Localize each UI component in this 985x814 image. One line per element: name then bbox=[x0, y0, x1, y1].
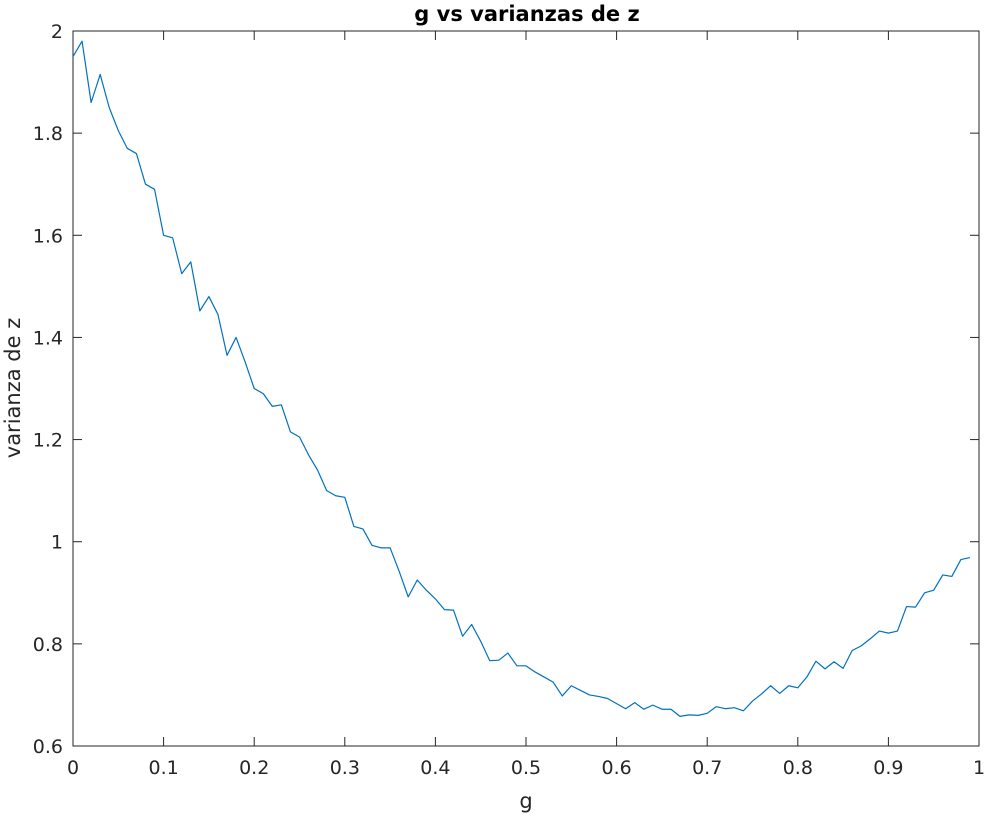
y-tick-label: 1.4 bbox=[33, 327, 63, 349]
x-tick-label: 0.7 bbox=[692, 757, 722, 779]
x-tick-label: 0.8 bbox=[783, 757, 813, 779]
series-layer bbox=[72, 40, 971, 717]
y-tick-label: 1.8 bbox=[33, 123, 63, 145]
x-tick-label: 0.3 bbox=[330, 757, 360, 779]
x-tick-label: 0 bbox=[67, 757, 79, 779]
x-tick-label: 0.9 bbox=[873, 757, 903, 779]
plot-area bbox=[72, 30, 980, 747]
y-tick-label: 1 bbox=[51, 532, 63, 554]
y-tick-label: 1.6 bbox=[33, 225, 63, 247]
x-tick-label: 1 bbox=[973, 757, 985, 779]
y-tick-label: 2 bbox=[51, 21, 63, 43]
x-tick-label: 0.5 bbox=[511, 757, 541, 779]
x-tick-label: 0.6 bbox=[601, 757, 631, 779]
y-tick-label: 1.2 bbox=[33, 430, 63, 452]
y-tick-label: 0.6 bbox=[33, 736, 63, 758]
chart-title: g vs varianzas de z bbox=[414, 2, 639, 26]
series-line-0 bbox=[72, 40, 971, 717]
x-axis-label: g bbox=[519, 789, 532, 813]
y-axis-label: varianza de z bbox=[1, 318, 25, 458]
x-tick-label: 0.1 bbox=[148, 757, 178, 779]
y-tick-label: 0.8 bbox=[33, 634, 63, 656]
x-tick-label: 0.4 bbox=[420, 757, 450, 779]
ticks-layer: 0 0.1 0.2 0.3 0.4 0.5 0.6 0.7 0.8 0.9 1 0.6 0.8 1 1.2 1… bbox=[33, 21, 985, 779]
x-tick-label: 0.2 bbox=[239, 757, 269, 779]
